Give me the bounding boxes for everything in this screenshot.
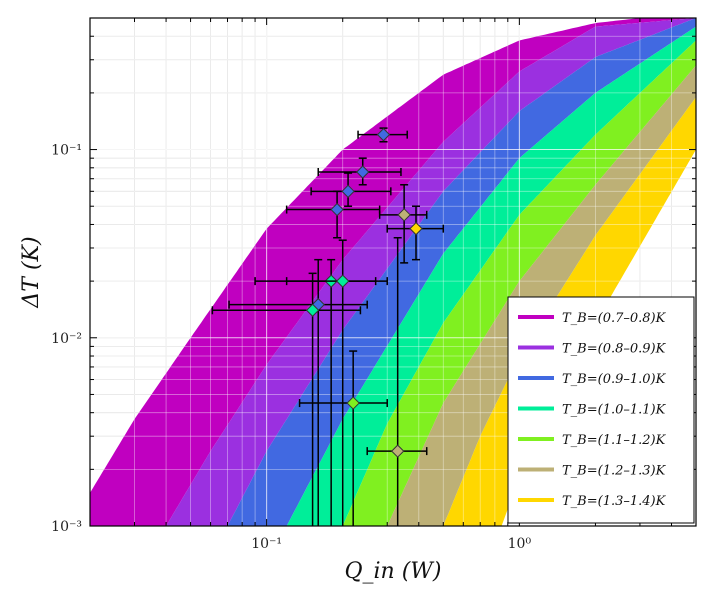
- diamond-marker: [330, 202, 344, 217]
- data-point-3: [310, 172, 392, 207]
- legend-label: T_B=(1.0–1.1)K: [562, 403, 667, 418]
- diamond-marker: [390, 444, 405, 458]
- y-tick-label: 10⁻¹: [51, 143, 82, 159]
- ticks-layer: 10⁻¹ 10⁰ 10⁻³ 10⁻² 10⁻¹: [51, 17, 697, 552]
- band-4: [286, 26, 696, 526]
- y-tick-label: 10⁻²: [51, 331, 82, 347]
- diamond-marker: [397, 208, 411, 222]
- legend: T_B=(0.7–0.8)K T_B=(0.8–0.9)K T_B=(0.9–1.0…: [507, 296, 695, 524]
- data-point-11: [298, 350, 388, 526]
- data-point-10: [211, 272, 362, 526]
- data-point-8: [285, 239, 388, 526]
- data-point-2: [317, 157, 402, 186]
- diamond-marker: [336, 274, 350, 288]
- band-2: [166, 18, 696, 526]
- data-point-5: [378, 184, 428, 264]
- x-tick-label: 10⁻¹: [251, 536, 282, 552]
- plot-frame: [89, 17, 697, 527]
- diamond-marker: [376, 127, 391, 142]
- data-point-12: [366, 236, 428, 526]
- band-6: [387, 65, 696, 526]
- data-point-9: [228, 258, 368, 526]
- legend-label: T_B=(0.8–0.9)K: [562, 342, 667, 357]
- data-point-4: [285, 190, 381, 239]
- legend-label: T_B=(1.3–1.4)K: [562, 494, 667, 509]
- legend-label: T_B=(1.1–1.2)K: [562, 433, 667, 448]
- diamond-marker: [341, 184, 355, 199]
- band-1: [90, 18, 696, 526]
- diamond-marker: [346, 396, 360, 410]
- data-point-1: [357, 127, 408, 143]
- x-axis-label: Q_in (W): [344, 559, 441, 584]
- data-point-6: [386, 205, 445, 261]
- y-axis-label: ΔT (K): [19, 236, 44, 308]
- legend-label: T_B=(0.9–1.0)K: [562, 372, 667, 387]
- diamond-marker: [305, 303, 320, 317]
- points-layer: [211, 127, 445, 526]
- y-tick-label: 10⁻³: [51, 519, 82, 535]
- x-tick-label: 10⁰: [508, 536, 532, 552]
- legend-label: T_B=(1.2–1.3)K: [562, 464, 667, 479]
- diamond-marker: [409, 221, 423, 236]
- band-3: [227, 18, 696, 526]
- band-5: [342, 40, 696, 526]
- diamond-marker: [356, 165, 370, 179]
- legend-label: T_B=(0.7–0.8)K: [562, 311, 667, 326]
